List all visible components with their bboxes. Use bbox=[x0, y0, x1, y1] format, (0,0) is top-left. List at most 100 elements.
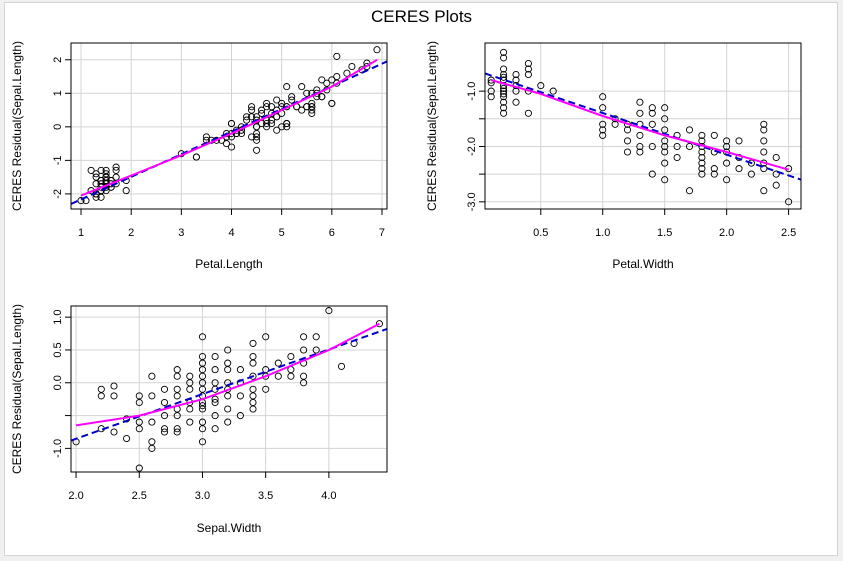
data-point bbox=[148, 392, 156, 400]
data-point bbox=[303, 103, 311, 111]
data-point bbox=[253, 129, 261, 138]
data-point bbox=[760, 187, 768, 195]
data-point bbox=[661, 148, 669, 156]
linear-fit-line bbox=[71, 328, 387, 442]
data-point bbox=[160, 425, 169, 433]
data-point bbox=[298, 106, 306, 114]
data-point bbox=[312, 346, 320, 354]
x-tick-label: 2 bbox=[128, 227, 134, 239]
data-point bbox=[186, 418, 194, 426]
data-point bbox=[772, 170, 780, 178]
data-point bbox=[673, 142, 681, 151]
data-point bbox=[500, 93, 508, 101]
data-point bbox=[97, 176, 105, 185]
data-point bbox=[500, 65, 508, 73]
x-tick-label: 1.5 bbox=[657, 227, 672, 239]
y-tick-label: -1 bbox=[52, 155, 64, 165]
x-tick-label: 6 bbox=[329, 227, 335, 239]
data-point bbox=[300, 379, 308, 387]
y-tick-label: 2 bbox=[52, 57, 64, 63]
data-point bbox=[333, 79, 341, 87]
data-point bbox=[236, 392, 244, 400]
data-point bbox=[258, 109, 266, 117]
data-point bbox=[243, 113, 251, 121]
linear-fit-line bbox=[485, 72, 801, 181]
data-point bbox=[211, 398, 219, 407]
data-point bbox=[237, 129, 246, 138]
data-point bbox=[249, 405, 257, 413]
data-point bbox=[249, 372, 257, 380]
data-point bbox=[283, 123, 291, 131]
data-point bbox=[685, 142, 694, 151]
scatter-panel-2: 0.5 1.0 1.5 2.0 2.5 -3.0 -2.0 -1.0 Petal.Width CE… bbox=[425, 41, 802, 271]
data-point bbox=[77, 197, 85, 205]
data-point bbox=[373, 46, 381, 54]
data-point bbox=[661, 142, 669, 151]
data-point bbox=[224, 366, 232, 374]
data-point bbox=[348, 62, 356, 71]
data-point bbox=[648, 109, 656, 117]
data-point bbox=[308, 109, 316, 117]
data-point bbox=[760, 148, 768, 156]
x-tick-label: 2.0 bbox=[719, 227, 734, 239]
data-point bbox=[135, 425, 143, 433]
data-point bbox=[636, 98, 644, 106]
data-point bbox=[243, 116, 251, 124]
data-point bbox=[287, 372, 295, 380]
data-point bbox=[92, 193, 100, 201]
data-point bbox=[698, 170, 706, 178]
data-point bbox=[685, 126, 694, 134]
data-point bbox=[112, 173, 120, 181]
data-point bbox=[278, 99, 286, 107]
data-point bbox=[173, 385, 181, 393]
data-point bbox=[186, 405, 194, 413]
data-point bbox=[198, 405, 207, 413]
x-tick-label: 0.5 bbox=[533, 227, 548, 239]
x-tick-label: 3 bbox=[178, 227, 184, 239]
data-point bbox=[224, 418, 232, 426]
data-point bbox=[760, 120, 768, 128]
data-point bbox=[685, 187, 694, 195]
data-point bbox=[313, 89, 321, 97]
x-tick-label: 1.0 bbox=[595, 227, 610, 239]
data-point bbox=[500, 82, 508, 90]
y-tick-label: -2.0 bbox=[466, 137, 478, 156]
data-point bbox=[110, 382, 118, 390]
data-point bbox=[698, 165, 706, 173]
data-point bbox=[211, 425, 219, 433]
data-point bbox=[636, 148, 644, 156]
data-point bbox=[623, 148, 632, 156]
y-tick-label: -3.0 bbox=[466, 192, 478, 211]
data-point bbox=[512, 98, 520, 106]
scatter-panel-3: 2.0 2.5 3.0 3.5 4.0 -1.0 0.0 0.5 1.0 Sepal.Width C… bbox=[10, 304, 388, 535]
y-tick-label: 0.0 bbox=[52, 375, 64, 390]
data-point bbox=[599, 126, 607, 134]
data-point bbox=[173, 412, 181, 420]
data-point bbox=[211, 412, 219, 420]
data-point bbox=[263, 99, 271, 107]
smooth-fit-line bbox=[75, 322, 380, 427]
data-point bbox=[747, 170, 755, 178]
data-point bbox=[198, 333, 207, 341]
data-point bbox=[599, 104, 607, 112]
data-point bbox=[263, 119, 271, 128]
data-point bbox=[723, 176, 731, 184]
data-point bbox=[268, 119, 276, 128]
data-point bbox=[710, 170, 718, 178]
data-point bbox=[661, 159, 669, 167]
data-point bbox=[648, 104, 656, 112]
data-point bbox=[300, 372, 308, 380]
data-point bbox=[262, 385, 270, 393]
data-point bbox=[524, 109, 532, 117]
data-point bbox=[661, 115, 669, 123]
y-tick-label: 0 bbox=[52, 124, 64, 130]
data-point bbox=[500, 54, 508, 62]
data-point bbox=[300, 333, 308, 341]
data-point bbox=[249, 398, 257, 407]
data-point bbox=[222, 140, 231, 148]
data-point bbox=[173, 425, 181, 433]
plot-box bbox=[70, 305, 388, 473]
data-point bbox=[110, 392, 118, 400]
data-point bbox=[192, 153, 200, 161]
data-point bbox=[273, 113, 281, 121]
